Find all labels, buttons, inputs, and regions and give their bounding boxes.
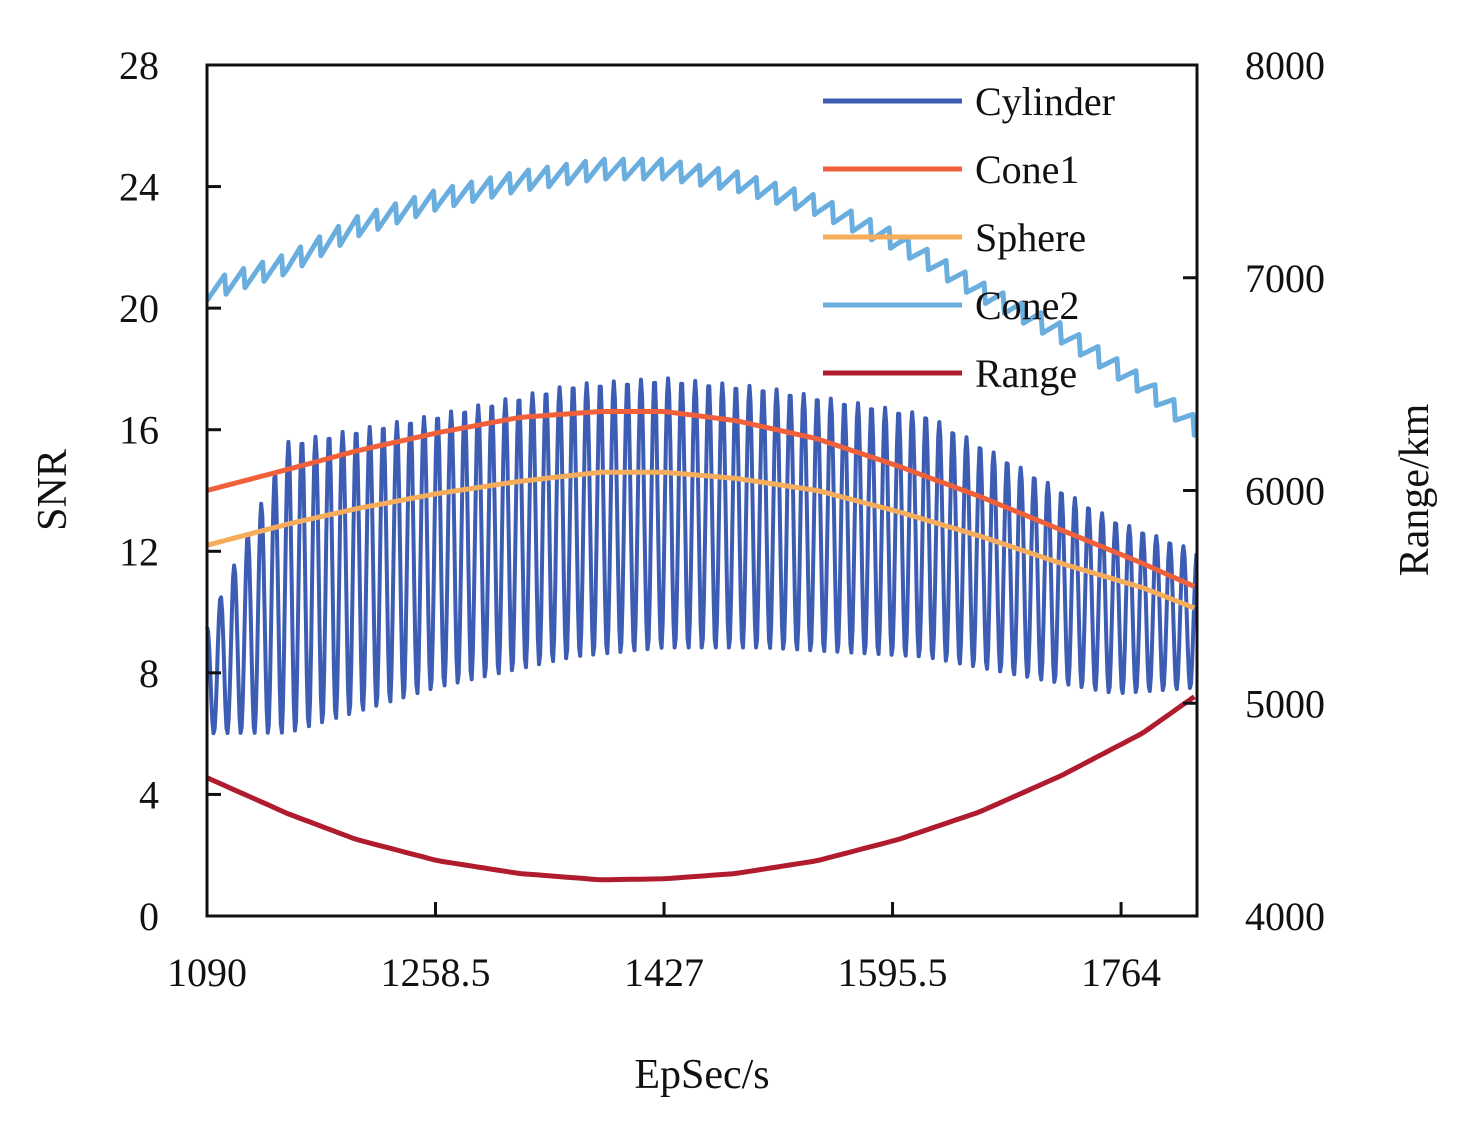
y2-axis-title: Range/km: [1392, 403, 1438, 576]
x-tick-label: 1764: [1081, 950, 1161, 995]
y-tick-label: 16: [119, 408, 159, 453]
x-tick-label: 1427: [624, 950, 704, 995]
y2-tick-label: 6000: [1245, 469, 1325, 514]
y2-tick-label: 8000: [1245, 43, 1325, 88]
y-tick-label: 28: [119, 43, 159, 88]
series-layer: [204, 156, 1199, 883]
series-line-cone1: [206, 409, 1196, 589]
series-line-cone2: [204, 156, 1199, 438]
legend-label-cone1: Cone1: [975, 147, 1079, 192]
axes-layer: 1090 1258.5 1427 1595.5 1764 0 4 8 12 16 20 24 28 400…: [119, 43, 1325, 995]
y2-tick-label: 5000: [1245, 681, 1325, 726]
y-tick-label: 20: [119, 286, 159, 331]
series-line-range: [205, 694, 1196, 883]
x-tick-label: 1595.5: [838, 950, 948, 995]
series-line-cylinder: [205, 376, 1199, 736]
y-tick-label: 24: [119, 165, 159, 210]
x-tick-label: 1258.5: [381, 950, 491, 995]
y2-tick-label: 7000: [1245, 256, 1325, 301]
legend-label-cone2: Cone2: [975, 283, 1079, 328]
x-tick-label: 1090: [167, 950, 247, 995]
legend-label-range: Range: [975, 351, 1077, 396]
y-tick-label: 0: [139, 894, 159, 939]
legend: Cylinder Cone1 Sphere Cone2 Range: [823, 79, 1115, 396]
y2-tick-label: 4000: [1245, 894, 1325, 939]
legend-label-cylinder: Cylinder: [975, 79, 1115, 124]
legend-label-sphere: Sphere: [975, 215, 1086, 260]
x-axis-title: EpSec/s: [634, 1052, 769, 1098]
y-tick-label: 4: [139, 772, 159, 817]
y-tick-label: 8: [139, 651, 159, 696]
series-line-sphere: [206, 469, 1196, 611]
y-tick-label: 12: [119, 529, 159, 574]
y-axis-title: SNR: [30, 449, 76, 531]
